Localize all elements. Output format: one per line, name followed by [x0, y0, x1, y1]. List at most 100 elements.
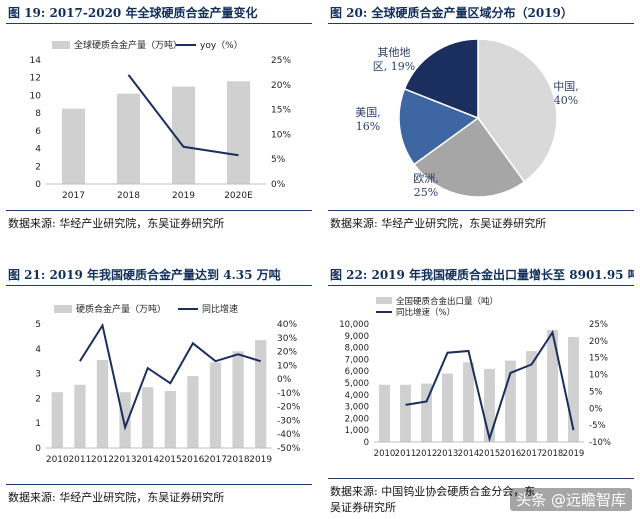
x-tick-label: 2019 [563, 449, 585, 459]
x-tick-label: 2017 [204, 455, 227, 465]
y2-tick-label: -20% [277, 403, 301, 413]
y2-tick-label: 5% [589, 387, 603, 397]
bar [379, 384, 390, 442]
x-tick-label: 2019 [172, 191, 195, 201]
y-tick-label: 2 [35, 162, 41, 172]
bar [526, 351, 537, 442]
bar [547, 329, 558, 442]
x-tick-label: 2017 [62, 191, 85, 201]
y-tick-label: 3 [35, 370, 41, 380]
y2-tick-label: -10% [277, 389, 301, 399]
y2-tick-label: -30% [277, 416, 301, 426]
bar [568, 336, 579, 442]
legend-line-label: 同比增速（%） [396, 307, 455, 318]
bar [116, 93, 141, 184]
x-tick-label: 2015 [159, 455, 182, 465]
pie-slice [403, 38, 479, 120]
y-tick-label: 2 [35, 394, 41, 404]
y-tick-label: 14 [30, 56, 42, 66]
y2-tick-label: -40% [277, 430, 301, 440]
x-tick-label: 2016 [181, 455, 204, 465]
fig19-source: 数据来源: 华经产业研究院，东吴证券研究所 [6, 210, 312, 232]
fig20-chart: 中国, 40% 欧洲, 25% 美国, 16% 其他地区, 19% [355, 38, 579, 199]
fig19-title: 图 19: 2017-2020 年全球硬质合金产量变化 [6, 2, 312, 24]
legend-bar-label: 全球硬质合金产量（万吨） [74, 39, 182, 51]
bar [74, 384, 86, 448]
y-tick-label: 10 [30, 91, 42, 101]
pie-slice [477, 38, 558, 183]
bar [209, 362, 222, 448]
legend-line-label: yoy（%） [200, 40, 243, 51]
y2-tick-label: 25% [271, 56, 291, 66]
x-tick-label: 2018 [117, 191, 140, 201]
panel-fig19: 图 19: 2017-2020 年全球硬质合金产量变化 全球硬质合金产量（万吨）… [6, 0, 312, 236]
x-tick-label: 2020E [224, 191, 253, 201]
bar [171, 86, 196, 184]
y2-tick-label: 0% [277, 375, 292, 385]
y2-tick-label: 20% [589, 337, 608, 347]
y-tick-label: 1 [35, 419, 41, 429]
y-tick-label: 7,000 [345, 355, 369, 365]
bar [463, 362, 474, 442]
fig22-title: 图 22: 2019 年我国硬质合金出口量增长至 8901.95 吨 [328, 264, 634, 286]
fig19-chart: 全球硬质合金产量（万吨） yoy（%） 0 2 4 6 8 10 12 14 0% 5% 10% 15% 2… [30, 39, 292, 201]
y2-tick-label: 10% [271, 130, 291, 140]
y-tick-label: 0 [35, 444, 41, 454]
x-tick-label: 2012 [91, 455, 114, 465]
x-tick-label: 2012 [416, 449, 438, 459]
pie-label: 美国, 16% [355, 106, 381, 133]
y-tick-label: 2,000 [345, 414, 369, 424]
y2-tick-label: 0% [589, 404, 603, 414]
y2-tick-label: 30% [277, 334, 297, 344]
y-tick-label: 0 [364, 438, 369, 448]
bar [484, 368, 495, 442]
legend-bar-label: 硬质合金产量（万吨） [76, 303, 166, 315]
x-tick-label: 2013 [437, 449, 459, 459]
x-tick-label: 2018 [542, 449, 564, 459]
bar [51, 392, 63, 448]
fig20-source: 数据来源: 华经产业研究院，东吴证券研究所 [328, 210, 634, 232]
y2-tick-label: 10% [277, 361, 297, 371]
bar [226, 81, 251, 184]
pie-label: 其他地区, 19% [373, 46, 415, 73]
x-tick-label: 2015 [479, 449, 501, 459]
panel-fig20: 图 20: 全球硬质合金产量区域分布（2019） 中国, 40% 欧洲, 25% 美国,… [328, 0, 634, 236]
bar [187, 376, 199, 448]
y2-tick-label: -50% [277, 444, 301, 454]
pie-label: 中国, 40% [553, 80, 579, 107]
y2-tick-label: 15% [589, 354, 608, 364]
x-tick-label: 2010 [46, 455, 69, 465]
y-tick-label: 6,000 [345, 367, 369, 377]
y-tick-label: 3,000 [345, 403, 369, 413]
bar [232, 351, 244, 448]
x-tick-label: 2019 [249, 455, 272, 465]
pie-slice [413, 116, 526, 198]
y-tick-label: 6 [35, 127, 41, 137]
fig21-source: 数据来源: 华经产业研究院，东吴证券研究所 [6, 484, 312, 506]
x-tick-label: 2013 [114, 455, 137, 465]
y-tick-label: 10,000 [339, 320, 369, 330]
y-tick-label: 4 [35, 145, 41, 155]
x-tick-label: 2011 [68, 455, 91, 465]
yoy-line [405, 329, 575, 443]
bar [442, 373, 453, 442]
x-tick-label: 2010 [374, 449, 396, 459]
bar [400, 384, 411, 442]
panel-fig22: 图 22: 2019 年我国硬质合金出口量增长至 8901.95 吨 全国硬质合… [328, 262, 634, 519]
x-tick-label: 2016 [500, 449, 522, 459]
y2-tick-label: 0% [271, 180, 286, 190]
panel-fig21: 图 21: 2019 年我国硬质合金产量达到 4.35 万吨 硬质合金产量（万吨… [6, 262, 312, 512]
legend-bar-swatch [52, 41, 70, 49]
y2-tick-label: 25% [589, 320, 608, 330]
x-tick-label: 2014 [458, 449, 480, 459]
pie-label: 欧洲, 25% [413, 172, 439, 199]
y2-tick-label: 10% [589, 371, 608, 381]
x-tick-label: 2017 [521, 449, 543, 459]
bar [164, 390, 176, 448]
y-tick-label: 1,000 [345, 426, 369, 436]
fig20-title: 图 20: 全球硬质合金产量区域分布（2019） [328, 2, 634, 24]
y2-tick-label: -5% [589, 421, 606, 431]
fig22-source: 数据来源: 中国钨业协会硬质合金分会，东吴证券研究所 [328, 478, 634, 516]
fig21-chart: 硬质合金产量（万吨） 同比增速 0 1 2 3 4 5 -50% -40% -30% -20% -10%… [35, 303, 301, 465]
